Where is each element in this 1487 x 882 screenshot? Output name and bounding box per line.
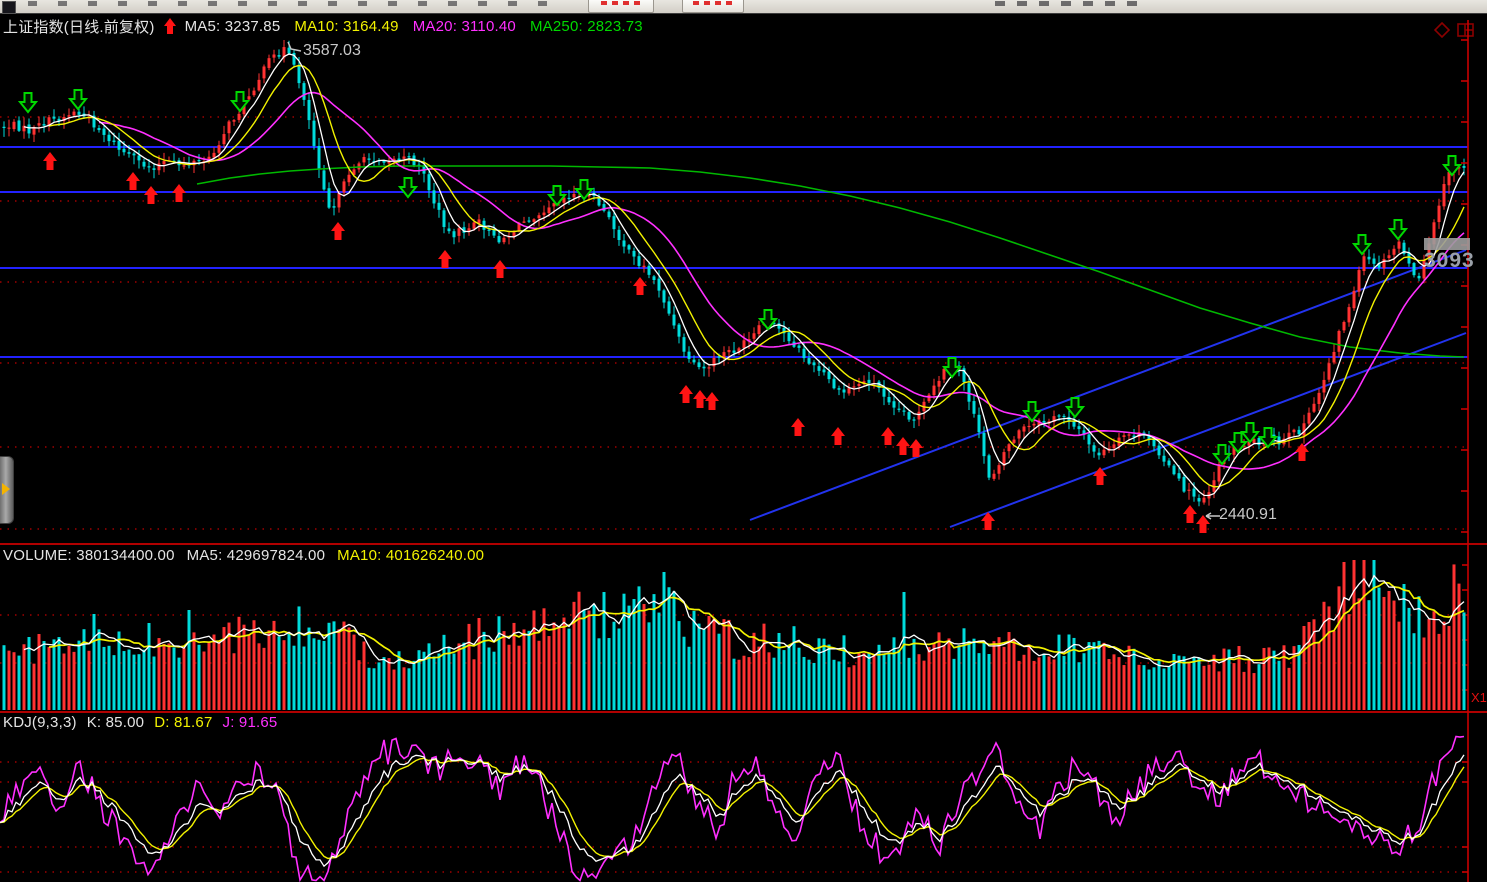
buy-signal-arrow xyxy=(172,184,186,202)
right-axis-label-box[interactable] xyxy=(1424,238,1470,250)
split-window-icon[interactable] xyxy=(1457,22,1475,38)
legend-ma5: MA5: 3237.85 xyxy=(184,18,281,35)
kdj-j-value: J: 91.65 xyxy=(222,714,278,731)
buy-signal-arrow xyxy=(705,392,719,410)
sell-signal-arrow xyxy=(1064,397,1086,419)
buy-signal-arrow xyxy=(633,277,647,295)
kdj-panel-header: KDJ(9,3,3) K: 85.00 D: 81.67 J: 91.65 xyxy=(3,714,277,731)
volume-ma-lines xyxy=(23,574,1465,668)
volume-ma5-value: MA5: 429697824.00 xyxy=(186,547,326,564)
volume-panel-header: VOLUME: 380134400.00 MA5: 429697824.00 M… xyxy=(3,547,484,564)
buy-signal-arrow xyxy=(331,222,345,240)
legend-ma250: MA250: 2823.73 xyxy=(529,18,643,35)
toolbar-button-right[interactable] xyxy=(682,0,744,13)
buy-signal-arrow xyxy=(693,390,707,408)
buy-signal-arrow xyxy=(881,427,895,445)
toolbar-cutoff-text-right xyxy=(995,1,1145,6)
low-price-annotation: 2440.91 xyxy=(1219,506,1277,523)
buy-signal-arrow xyxy=(43,152,57,170)
sell-signal-arrow xyxy=(1387,219,1409,241)
instrument-title[interactable]: 上证指数(日线.前复权) xyxy=(3,19,155,36)
top-toolbar xyxy=(0,0,1487,14)
sell-signal-arrow xyxy=(1211,444,1233,466)
toolbar-cutoff-text xyxy=(28,1,568,6)
buy-signal-arrow xyxy=(126,172,140,190)
up-arrow-icon xyxy=(163,18,177,35)
kdj-k-line xyxy=(0,754,1465,868)
sell-signal-arrow xyxy=(1351,234,1373,256)
right-axis-price-label: 3093 xyxy=(1424,249,1475,272)
buy-signal-arrow xyxy=(791,418,805,436)
buy-signal-arrow xyxy=(909,439,923,457)
sell-signal-arrow xyxy=(67,89,89,111)
sidebar-expand-handle[interactable] xyxy=(0,456,14,524)
buy-signal-arrow xyxy=(896,437,910,455)
sell-signal-arrow xyxy=(229,91,251,113)
diamond-icon[interactable] xyxy=(1434,22,1450,38)
sell-signal-arrow xyxy=(757,309,779,331)
kdj-j-line xyxy=(0,735,1465,882)
kdj-indicator-label[interactable]: KDJ(9,3,3) xyxy=(3,714,77,731)
toolbar-button-left[interactable] xyxy=(588,0,654,13)
chart-corner-controls xyxy=(1434,22,1475,38)
buy-signal-arrow xyxy=(1196,515,1210,533)
volume-ma10-value: MA10: 401626240.00 xyxy=(337,547,485,564)
sell-signal-arrow xyxy=(1441,155,1463,177)
annotation-marks xyxy=(287,41,1220,520)
legend-ma10: MA10: 3164.49 xyxy=(294,18,399,35)
buy-signal-arrow xyxy=(1295,443,1309,461)
buy-signal-arrow xyxy=(679,385,693,403)
buy-signal-arrow xyxy=(831,427,845,445)
volume-bars xyxy=(2,560,1466,710)
axes xyxy=(0,20,1487,882)
sell-signal-arrow xyxy=(573,179,595,201)
buy-signal-arrow xyxy=(144,186,158,204)
volume-value: VOLUME: 380134400.00 xyxy=(3,547,175,564)
sell-signal-arrow xyxy=(1239,422,1261,444)
main-chart-header: 上证指数(日线.前复权) MA5: 3237.85 MA10: 3164.49 … xyxy=(3,16,643,37)
sell-signal-arrow xyxy=(546,185,568,207)
peak-price-annotation: 3587.03 xyxy=(303,42,361,59)
legend-ma20: MA20: 3110.40 xyxy=(412,18,516,35)
sell-signal-arrow xyxy=(1227,432,1249,454)
buy-signal-arrow xyxy=(1183,505,1197,523)
sell-signal-arrow xyxy=(1257,427,1279,449)
kdj-d-value: D: 81.67 xyxy=(154,714,213,731)
expand-arrow-icon xyxy=(2,483,10,495)
buy-signal-arrow xyxy=(981,512,995,530)
kdj-lines xyxy=(0,735,1465,882)
sell-signal-arrow xyxy=(1021,401,1043,423)
signal-arrows xyxy=(17,89,1463,533)
buy-signal-arrow xyxy=(1093,467,1107,485)
sell-signal-arrow xyxy=(397,177,419,199)
kdj-d-line xyxy=(0,757,1465,860)
sell-signal-arrow xyxy=(17,92,39,114)
support-resistance-lines xyxy=(0,146,1468,528)
sell-signal-arrow xyxy=(941,357,963,379)
buy-signal-arrow xyxy=(438,250,452,268)
app-icon[interactable] xyxy=(2,1,16,14)
buy-signal-arrow xyxy=(493,260,507,278)
moving-average-lines xyxy=(23,53,1465,497)
kdj-k-value: K: 85.00 xyxy=(86,714,145,731)
volume-axis-multiplier: X1 xyxy=(1471,690,1487,705)
